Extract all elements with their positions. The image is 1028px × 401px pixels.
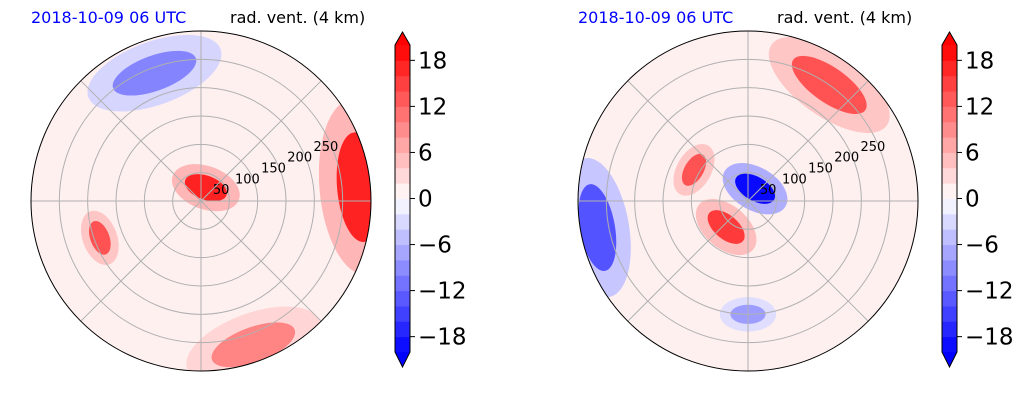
field-feature — [707, 210, 745, 244]
colorbar-level — [942, 305, 957, 322]
radial-spoke — [627, 80, 749, 202]
colorbar-level — [942, 75, 957, 92]
colorbar-level — [395, 336, 410, 353]
colorbar-extend-max — [942, 32, 957, 45]
colorbar-level — [395, 106, 410, 123]
colorbar-level — [395, 259, 410, 276]
colorbar: 18 12 6 0 −18 −12 −6 — [941, 30, 1014, 369]
colorbar-level — [942, 152, 957, 169]
colorbar: 18 12 6 0 −18 −12 −6 — [394, 30, 467, 369]
colorbar-extend-max — [395, 32, 410, 45]
field-feature — [211, 322, 296, 368]
radial-spoke — [80, 200, 202, 322]
colorbar-level — [395, 229, 410, 246]
colorbar-tick-label: −12 — [418, 279, 467, 305]
colorbar-level — [395, 321, 410, 338]
radial-spoke — [627, 200, 749, 322]
field-feature — [88, 220, 111, 255]
range-ring-label: 150 — [261, 161, 286, 176]
colorbar-level — [395, 183, 410, 199]
range-ring-label: 100 — [235, 172, 260, 187]
colorbar-level — [395, 213, 410, 230]
colorbar-tick-label: 6 — [418, 140, 433, 166]
radial-spoke — [747, 200, 869, 322]
colorbar-level — [395, 75, 410, 92]
polar-boundary — [577, 30, 919, 372]
colorbar-level — [942, 167, 957, 184]
colorbar-level — [395, 60, 410, 77]
range-ring-label: 200 — [287, 151, 312, 166]
colorbar-level — [395, 275, 410, 292]
colorbar-level — [942, 60, 957, 77]
colorbar-tick-label: 0 — [965, 187, 980, 213]
colorbar-tick-label: −18 — [418, 325, 467, 351]
colorbar-level — [942, 121, 957, 138]
field-feature — [184, 174, 227, 202]
colorbar-level — [395, 244, 410, 261]
polar-boundary — [30, 30, 372, 372]
colorbar-level — [942, 198, 957, 215]
colorbar-level — [395, 152, 410, 169]
colorbar-level — [942, 259, 957, 276]
colorbar-level — [942, 137, 957, 153]
colorbar-tick-label: −12 — [965, 279, 1014, 305]
colorbar-level — [942, 45, 957, 61]
colorbar-outline — [394, 30, 411, 369]
colorbar-level — [942, 213, 957, 230]
colorbar-level — [395, 167, 410, 184]
date-label-left: 2018-10-09 06 UTC — [31, 8, 187, 27]
colorbar-level — [395, 121, 410, 138]
colorbar-level — [942, 183, 957, 199]
colorbar-tick-label: 6 — [965, 140, 980, 166]
colorbar-tick-label: 12 — [418, 94, 447, 120]
colorbar-tick-label: 12 — [965, 94, 994, 120]
colorbar-extend-min — [395, 352, 410, 367]
range-ring-label: 50 — [213, 183, 230, 198]
colorbar-tick-label: −6 — [965, 233, 999, 259]
range-ring-label: 150 — [808, 161, 833, 176]
colorbar-level — [395, 290, 410, 307]
chart-title-left: rad. vent. (4 km) — [230, 8, 366, 27]
range-ring-label: 50 — [760, 183, 777, 198]
panel-left: 50 100 150 200 250 18 12 6 0 −18 −12 −6 2018-10-09 … — [0, 0, 500, 401]
colorbar-level — [395, 45, 410, 61]
colorbar-level — [942, 229, 957, 246]
range-ring-label: 250 — [313, 140, 338, 155]
colorbar-level — [942, 244, 957, 261]
colorbar-level — [395, 305, 410, 322]
date-label-right: 2018-10-09 06 UTC — [578, 8, 734, 27]
colorbar-level — [395, 198, 410, 215]
colorbar-level — [942, 91, 957, 107]
colorbar-tick-label: 18 — [418, 48, 447, 74]
colorbar-extend-min — [942, 352, 957, 367]
radial-spoke — [80, 80, 202, 202]
field-feature — [735, 173, 776, 204]
colorbar-tick-label: −18 — [965, 325, 1014, 351]
colorbar-level — [395, 91, 410, 107]
colorbar-level — [942, 106, 957, 123]
colorbar-level — [395, 137, 410, 153]
range-ring-label: 250 — [860, 140, 885, 155]
radial-spoke — [200, 200, 322, 322]
chart-title-right: rad. vent. (4 km) — [777, 8, 913, 27]
colorbar-tick-label: −6 — [418, 233, 452, 259]
colorbar-outline — [941, 30, 958, 369]
radial-spoke — [200, 80, 322, 202]
field-feature — [681, 153, 707, 186]
panel-right: 50 100 150 200 250 18 12 6 0 −18 −12 −6 2018-10-09 … — [547, 0, 1028, 401]
colorbar-level — [942, 275, 957, 292]
radial-spoke — [747, 80, 869, 202]
colorbar-level — [942, 336, 957, 353]
range-ring-label: 100 — [782, 172, 807, 187]
range-ring-label: 200 — [834, 151, 859, 166]
colorbar-tick-label: 0 — [418, 187, 433, 213]
colorbar-tick-label: 18 — [965, 48, 994, 74]
colorbar-level — [942, 290, 957, 307]
colorbar-level — [942, 321, 957, 338]
